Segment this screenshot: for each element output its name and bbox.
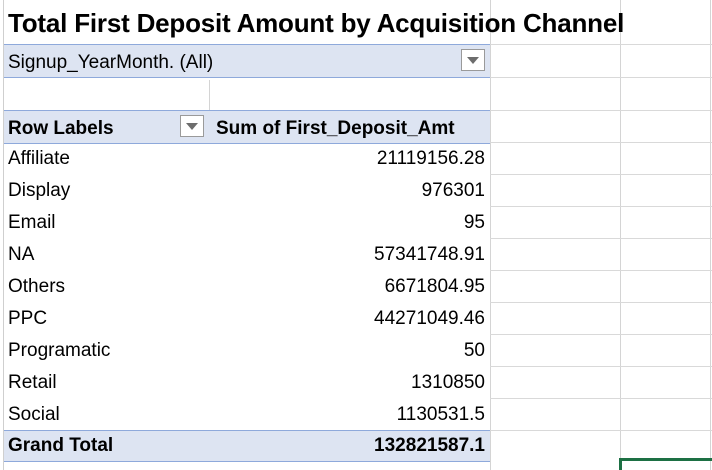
row-label[interactable]: Others (8, 276, 66, 297)
row-value[interactable]: 1310850 (411, 372, 485, 393)
gridline (490, 334, 712, 335)
gridline (490, 302, 712, 303)
row-value[interactable]: 95 (463, 212, 485, 233)
grand-total-label[interactable]: Grand Total (8, 435, 114, 456)
row-label[interactable]: Social (8, 404, 60, 425)
row-label[interactable]: Affiliate (8, 148, 70, 169)
row-label[interactable]: NA (8, 244, 35, 265)
pivot-header-row: Row Labels Sum of First_Deposit_Amt (4, 110, 490, 144)
table-row[interactable]: Display 976301 (4, 175, 490, 207)
gridline (490, 44, 712, 45)
gridline (490, 174, 712, 175)
pivot-title[interactable]: Total First Deposit Amount by Acquisitio… (8, 8, 625, 38)
table-row[interactable]: PPC 44271049.46 (4, 303, 490, 335)
table-row[interactable]: Affiliate 21119156.28 (4, 143, 490, 175)
row-value[interactable]: 44271049.46 (374, 308, 485, 329)
gridline (710, 0, 711, 470)
gridline (490, 0, 491, 470)
active-cell-indicator[interactable] (619, 458, 712, 470)
gridline (620, 0, 621, 470)
row-label[interactable]: Programatic (8, 340, 111, 361)
table-row[interactable]: Programatic 50 (4, 335, 490, 367)
chevron-down-icon[interactable] (180, 115, 204, 137)
gridline (490, 206, 712, 207)
pivot-rows: Affiliate 21119156.28 Display 976301 Ema… (4, 143, 490, 431)
value-column-header[interactable]: Sum of First_Deposit_Amt (216, 118, 455, 139)
table-row[interactable]: Others 6671804.95 (4, 271, 490, 303)
row-label[interactable]: Email (8, 212, 56, 233)
table-row[interactable]: Social 1130531.5 (4, 399, 490, 431)
table-row[interactable]: Email 95 (4, 207, 490, 239)
table-row[interactable]: NA 57341748.91 (4, 239, 490, 271)
gridline (490, 270, 712, 271)
gridline (490, 398, 712, 399)
gridline (3, 0, 4, 470)
row-label[interactable]: PPC (8, 308, 48, 329)
gridline (490, 430, 712, 431)
grand-total-value[interactable]: 132821587.1 (374, 435, 485, 456)
row-value[interactable]: 57341748.91 (374, 244, 485, 265)
row-labels-header[interactable]: Row Labels (8, 118, 114, 139)
table-row[interactable]: Retail 1310850 (4, 367, 490, 399)
gridline (209, 80, 210, 116)
gridline (490, 366, 712, 367)
row-value[interactable]: 50 (463, 340, 485, 361)
row-value[interactable]: 1130531.5 (396, 404, 485, 425)
row-value[interactable]: 976301 (421, 180, 485, 201)
report-filter-label[interactable]: Signup_YearMonth. (All) (8, 52, 214, 73)
gridline (490, 77, 712, 78)
row-value[interactable]: 6671804.95 (384, 276, 485, 297)
report-filter-row[interactable]: Signup_YearMonth. (All) (4, 44, 490, 78)
row-value[interactable]: 21119156.28 (376, 148, 485, 169)
grand-total-row[interactable]: Grand Total 132821587.1 (4, 430, 490, 462)
gridline (490, 238, 712, 239)
chevron-down-icon[interactable] (461, 49, 485, 71)
gridline (490, 110, 712, 111)
gridline (490, 142, 712, 143)
row-label[interactable]: Retail (8, 372, 57, 393)
row-label[interactable]: Display (8, 180, 71, 201)
